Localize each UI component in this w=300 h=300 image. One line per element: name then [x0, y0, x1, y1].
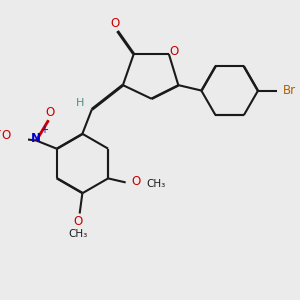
Text: O: O: [110, 17, 119, 30]
Text: -: -: [0, 124, 1, 137]
Text: N: N: [31, 132, 41, 145]
Text: O: O: [74, 214, 83, 228]
Text: O: O: [169, 45, 178, 58]
Text: CH₃: CH₃: [69, 229, 88, 239]
Text: O: O: [2, 129, 11, 142]
Text: CH₃: CH₃: [146, 179, 165, 189]
Text: O: O: [132, 175, 141, 188]
Text: +: +: [40, 125, 48, 135]
Text: O: O: [45, 106, 55, 119]
Text: Br: Br: [283, 84, 296, 97]
Text: H: H: [76, 98, 84, 108]
